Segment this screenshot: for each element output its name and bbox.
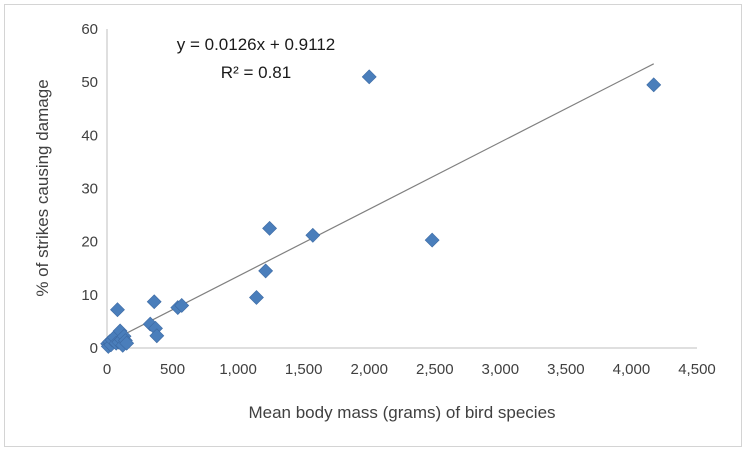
y-tick-label: 60 [81, 21, 98, 38]
y-tick-label: 0 [90, 340, 98, 357]
x-tick-label: 1,500 [285, 361, 323, 378]
data-point [361, 69, 377, 85]
data-point [110, 302, 125, 318]
data-point [424, 232, 440, 248]
data-point [262, 220, 278, 236]
y-axis-title: % of strikes causing damage [33, 79, 52, 296]
y-tick-label: 40 [81, 127, 98, 144]
x-tick-label: 3,500 [547, 361, 585, 378]
trendline-group [106, 63, 655, 344]
x-tick-label: 2,000 [350, 361, 388, 378]
data-point [305, 227, 321, 243]
x-axis-title: Mean body mass (grams) of bird species [248, 403, 555, 422]
data-point [119, 335, 135, 351]
x-tick-label: 4,000 [613, 361, 651, 378]
data-points [100, 69, 662, 354]
data-point [174, 298, 190, 313]
y-tick-label: 10 [81, 287, 98, 304]
data-point [249, 290, 264, 305]
data-point [646, 77, 662, 93]
x-tick-label: 3,000 [482, 361, 520, 378]
x-tick-label: 1,000 [219, 361, 257, 378]
data-point [146, 294, 162, 310]
x-tick-label: 500 [160, 361, 185, 378]
y-tick-label: 20 [81, 234, 98, 251]
x-tick-label: 4,500 [678, 361, 716, 378]
y-tick-labels: 0 10 20 30 40 50 60 [81, 21, 98, 357]
axes [106, 29, 697, 349]
data-point [149, 328, 165, 344]
x-tick-labels: 0 500 1,000 1,500 2,000 2,500 3,000 3,500 4,000 4… [103, 361, 716, 378]
y-tick-label: 50 [81, 74, 98, 91]
x-tick-label: 0 [103, 361, 111, 378]
y-tick-label: 30 [81, 181, 98, 198]
x-tick-label: 2,500 [416, 361, 454, 378]
data-point [258, 263, 274, 279]
trendline [106, 63, 655, 344]
r-squared-label: R² = 0.81 [221, 63, 291, 82]
trendline-equation: y = 0.0126x + 0.9112 [177, 35, 335, 54]
